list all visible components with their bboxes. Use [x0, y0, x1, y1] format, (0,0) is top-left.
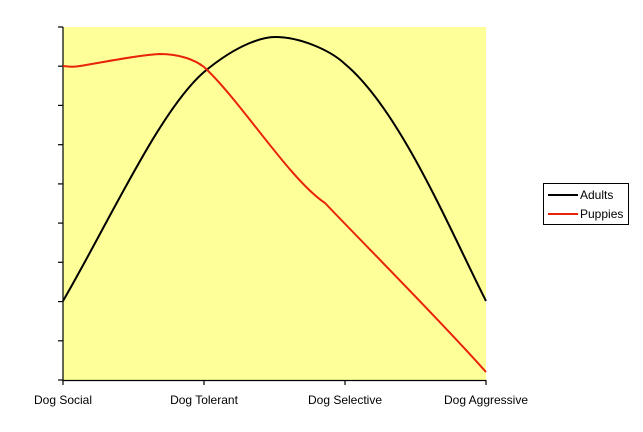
legend-item-puppies: Puppies [548, 205, 623, 223]
x-label-dog-tolerant: Dog Tolerant [170, 393, 238, 407]
legend-swatch-puppies [548, 213, 578, 215]
chart-legend: Adults Puppies [543, 183, 629, 225]
y-axis-ticks [58, 26, 63, 381]
legend-label-puppies: Puppies [580, 207, 624, 221]
series-adults-line [62, 35, 487, 302]
legend-swatch-adults [548, 194, 578, 196]
x-label-dog-selective: Dog Selective [307, 393, 383, 407]
legend-item-adults: Adults [548, 186, 613, 204]
series-puppies-line [62, 52, 487, 373]
plot-area [63, 27, 486, 380]
x-label-dog-aggressive: Dog Aggressive [443, 393, 529, 407]
x-axis-ticks [62, 380, 487, 385]
legend-label-adults: Adults [580, 188, 614, 202]
x-label-dog-social: Dog Social [33, 393, 93, 407]
